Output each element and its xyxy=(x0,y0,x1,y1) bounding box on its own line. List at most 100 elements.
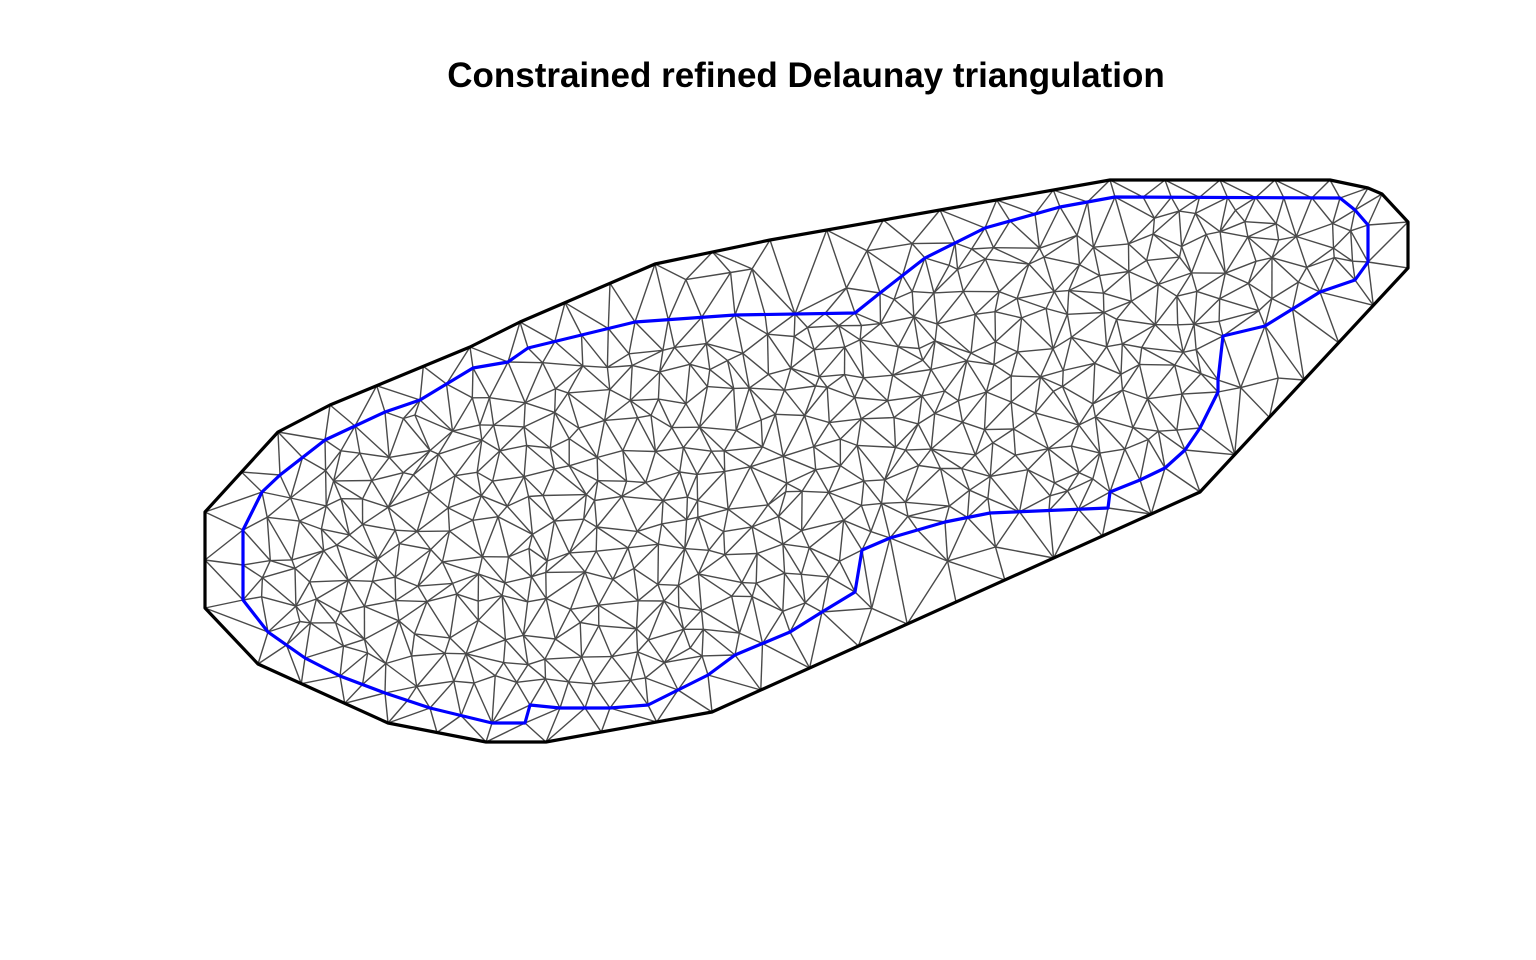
mesh-edge xyxy=(325,498,342,507)
mesh-edge xyxy=(686,474,698,498)
mesh-edge xyxy=(992,220,1011,249)
mesh-edge xyxy=(1332,222,1351,232)
mesh-edge xyxy=(395,529,418,533)
mesh-edge xyxy=(777,491,787,517)
mesh-edge xyxy=(1093,246,1130,273)
mesh-edge xyxy=(582,365,608,369)
mesh-edge xyxy=(1099,270,1129,277)
mesh-edge xyxy=(242,577,263,601)
mesh-edge xyxy=(491,704,531,724)
mesh-edge xyxy=(794,287,847,315)
mesh-edge xyxy=(828,491,862,507)
mesh-edge xyxy=(1367,261,1374,306)
mesh-edge xyxy=(456,593,479,621)
mesh-edge xyxy=(1152,218,1156,235)
mesh-edge xyxy=(578,427,598,458)
mesh-edge xyxy=(673,346,691,365)
mesh-edge xyxy=(1195,349,1202,374)
mesh-edge xyxy=(1306,247,1334,268)
mesh-edge xyxy=(1196,290,1220,300)
mesh-edge xyxy=(412,453,439,476)
mesh-edge xyxy=(320,505,327,530)
mesh-edge xyxy=(323,544,338,552)
mesh-edge xyxy=(1177,323,1195,326)
mesh-edge xyxy=(838,325,861,341)
mesh-edge xyxy=(677,689,713,713)
mesh-edge xyxy=(394,548,432,578)
mesh-edge xyxy=(585,494,596,502)
mesh-edge xyxy=(1164,179,1200,199)
mesh-edge xyxy=(387,490,430,508)
mesh-edge xyxy=(678,573,699,586)
mesh-edge xyxy=(301,675,341,685)
mesh-edge xyxy=(782,544,786,574)
mesh-edge xyxy=(385,662,418,688)
mesh-edge xyxy=(1016,317,1023,352)
mesh-edge xyxy=(1283,197,1297,237)
mesh-edge xyxy=(685,403,701,428)
mesh-edge xyxy=(860,481,865,506)
mesh-edge xyxy=(893,417,897,448)
mesh-edge xyxy=(1244,221,1277,225)
mesh-edge xyxy=(782,602,806,612)
mesh-edge xyxy=(689,363,710,371)
mesh-edge xyxy=(267,620,301,633)
mesh-edge xyxy=(857,444,896,449)
mesh-edge xyxy=(289,457,304,499)
mesh-edge xyxy=(1052,314,1069,349)
mesh-edge xyxy=(684,548,700,575)
mesh-edge xyxy=(568,518,585,554)
mesh-edge xyxy=(645,677,679,691)
mesh-edge xyxy=(838,560,856,593)
mesh-edge xyxy=(266,517,271,561)
mesh-edge xyxy=(1157,272,1192,286)
mesh-edge xyxy=(607,283,611,329)
mesh-edge xyxy=(994,311,997,342)
mesh-edge xyxy=(802,490,829,494)
mesh-edge xyxy=(657,544,660,585)
mesh-edge xyxy=(454,475,482,497)
mesh-edge xyxy=(954,242,959,270)
mesh-edge xyxy=(685,500,699,521)
mesh-edge xyxy=(962,291,976,315)
mesh-edge xyxy=(494,662,505,677)
mesh-edge xyxy=(596,456,628,482)
mesh-edge xyxy=(793,326,808,338)
mesh-edge xyxy=(1217,379,1241,389)
mesh-edge xyxy=(677,548,686,586)
mesh-edge xyxy=(554,518,584,522)
mesh-edge xyxy=(957,258,986,271)
mesh-edge xyxy=(1094,362,1122,375)
mesh-edge xyxy=(354,385,378,427)
mesh-edge xyxy=(1043,256,1055,292)
mesh-edge xyxy=(612,578,639,602)
mesh-edge xyxy=(808,519,845,549)
mesh-edge xyxy=(815,469,830,493)
mesh-edge xyxy=(384,692,389,724)
mesh-edge xyxy=(924,257,950,266)
mesh-edge xyxy=(934,340,968,362)
mesh-edge xyxy=(1247,261,1257,284)
mesh-edge xyxy=(1292,308,1340,344)
mesh-edge xyxy=(1098,275,1105,294)
mesh-edge xyxy=(1264,325,1279,379)
mesh-edge xyxy=(879,292,895,301)
mesh-edge xyxy=(361,652,369,685)
mesh-edge xyxy=(447,475,456,509)
mesh-edge xyxy=(707,674,713,713)
mesh-edge xyxy=(416,686,431,709)
mesh-edge xyxy=(724,554,743,583)
mesh-edge xyxy=(821,607,872,613)
mesh-edge xyxy=(429,430,453,452)
mesh-edge xyxy=(689,343,707,365)
mesh-edge xyxy=(1039,234,1078,249)
mesh-edge xyxy=(800,574,806,603)
mesh-edge xyxy=(596,526,638,533)
mesh-edge xyxy=(971,227,986,250)
mesh-edge xyxy=(970,341,996,354)
mesh-edge xyxy=(761,414,777,448)
mesh-edge xyxy=(751,582,757,597)
mesh-edge xyxy=(416,680,454,688)
mesh-edge xyxy=(508,533,533,558)
mesh-edge xyxy=(609,365,633,391)
